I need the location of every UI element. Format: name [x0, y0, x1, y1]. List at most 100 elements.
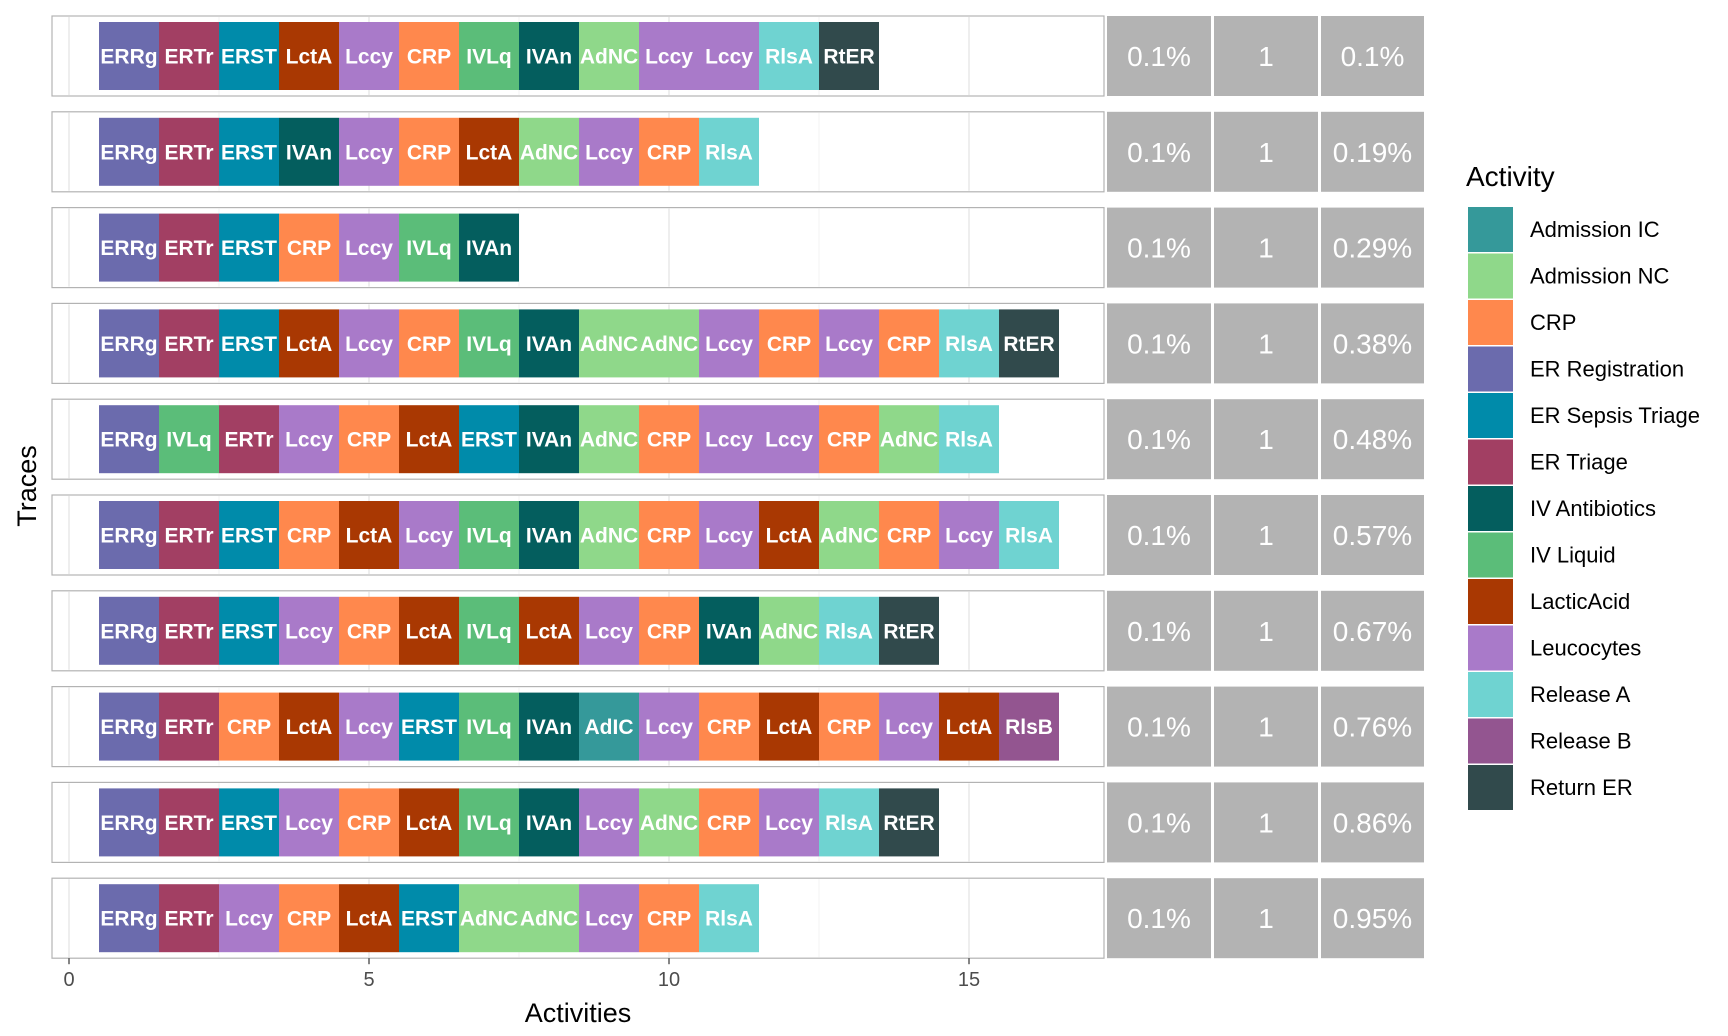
activity-tile: [639, 405, 699, 474]
absolute-frequency-cell: [1214, 686, 1318, 767]
activity-tile: [519, 309, 579, 378]
activity-label: RlsA: [765, 46, 813, 69]
activity-tile: [219, 117, 279, 186]
activity-tile: [699, 596, 759, 665]
activity-label: IVAn: [526, 525, 572, 548]
activity-tile: [99, 692, 159, 761]
activity-tile: [159, 22, 219, 90]
absolute-frequency-value: 1: [1258, 520, 1274, 551]
activity-tile: [699, 309, 759, 378]
activity-tile: [339, 788, 399, 857]
activity-label: LctA: [526, 620, 573, 643]
activity-label: RlsA: [945, 429, 993, 452]
activity-tile: [339, 405, 399, 474]
activity-label: CRP: [647, 908, 691, 931]
activity-tile: [459, 501, 519, 569]
activity-tile: [339, 692, 399, 761]
activity-tile: [819, 596, 879, 665]
cumulative-frequency-value: 0.38%: [1333, 328, 1412, 359]
activity-tile: [699, 884, 759, 953]
cumulative-frequency-cell: [1321, 111, 1424, 192]
absolute-frequency-cell: [1214, 590, 1318, 671]
activity-tile: [819, 788, 879, 857]
activity-label: Lccy: [345, 141, 393, 164]
cumulative-frequency-cell: [1321, 782, 1424, 863]
activity-tile: [579, 501, 639, 569]
activity-tile: [459, 788, 519, 857]
absolute-frequency-value: 1: [1258, 424, 1274, 455]
activity-label: LctA: [286, 716, 333, 739]
activity-label: Lccy: [225, 908, 273, 931]
activity-tile: [279, 22, 339, 90]
trace-row: ERRg ERTr ERST Lccy CRP LctA IVLq LctA Lccy CRP IV…: [51, 590, 1105, 672]
activity-tile: [519, 884, 579, 953]
legend-swatch: [1468, 207, 1513, 252]
activity-label: Lccy: [585, 620, 633, 643]
activity-label: ERST: [221, 237, 277, 260]
legend-label: Release A: [1530, 682, 1631, 707]
legend-swatch: [1468, 300, 1513, 345]
legend-label: Return ER: [1530, 775, 1633, 800]
activity-tile: [279, 596, 339, 665]
activity-tile: [519, 692, 579, 761]
relative-frequency-cell: [1107, 207, 1211, 288]
relative-frequency-value: 0.1%: [1127, 137, 1191, 168]
activity-label: Lccy: [585, 812, 633, 835]
activity-tile: [759, 309, 819, 378]
activity-tile: [879, 788, 939, 857]
activity-tile: [879, 501, 939, 569]
activity-label: LctA: [946, 716, 993, 739]
activity-label: CRP: [887, 333, 931, 356]
activity-tile: [999, 692, 1059, 761]
activity-label: AdIC: [585, 716, 634, 739]
cumulative-frequency-cell: [1321, 16, 1424, 96]
activity-label: LctA: [406, 620, 453, 643]
activity-label: CRP: [407, 46, 451, 69]
legend-swatch: [1468, 765, 1513, 810]
activity-label: RlsA: [945, 333, 993, 356]
activity-tile: [699, 692, 759, 761]
activity-tile: [879, 692, 939, 761]
activity-label: ERTr: [164, 908, 213, 931]
activity-tile: [519, 788, 579, 857]
activity-label: AdNC: [880, 429, 938, 452]
activity-tile: [639, 692, 699, 761]
activity-tile: [219, 692, 279, 761]
activity-tile: [639, 596, 699, 665]
activity-tile: [699, 501, 759, 569]
legend-label: ER Sepsis Triage: [1530, 403, 1700, 428]
trace-row: ERRg IVLq ERTr Lccy CRP LctA ERST IVAn AdNC CRP Lc…: [51, 398, 1105, 480]
activity-tile: [159, 117, 219, 186]
activity-label: Lccy: [285, 620, 333, 643]
legend-entry: Release A: [1468, 672, 1631, 717]
trace-panels: ERRg ERTr ERST LctA Lccy CRP IVLq IVAn AdNC Lccy L…: [51, 15, 1105, 959]
activity-tile: [579, 884, 639, 953]
activity-label: ERRg: [100, 716, 157, 739]
x-axis: 0 5 10 15: [63, 958, 980, 991]
trace-row: ERRg ERTr CRP LctA Lccy ERST IVLq IVAn AdIC Lccy C…: [51, 685, 1105, 768]
activity-tile: [159, 884, 219, 953]
relative-frequency-cell: [1107, 878, 1211, 959]
activity-label: ERST: [401, 908, 457, 931]
activity-tile: [99, 309, 159, 378]
activity-tile: [219, 213, 279, 282]
activity-label: AdNC: [580, 333, 638, 356]
activity-tile: [519, 501, 579, 569]
activity-label: AdNC: [580, 525, 638, 548]
activity-label: IVAn: [526, 812, 572, 835]
activity-label: IVAn: [526, 46, 572, 69]
activity-label: RtER: [883, 620, 934, 643]
activity-label: ERST: [461, 429, 517, 452]
activity-label: Lccy: [705, 46, 753, 69]
activity-label: LctA: [286, 333, 333, 356]
activity-tile: [699, 22, 759, 90]
activity-label: ERTr: [164, 525, 213, 548]
legend-swatch: [1468, 718, 1513, 764]
activity-tile: [279, 117, 339, 186]
activity-label: AdNC: [640, 812, 698, 835]
relative-frequency-cell: [1107, 782, 1211, 863]
activity-label: ERRg: [100, 908, 157, 931]
cumulative-frequency-value: 0.76%: [1333, 712, 1412, 743]
activity-label: CRP: [407, 141, 451, 164]
absolute-frequency-cell: [1214, 495, 1318, 575]
